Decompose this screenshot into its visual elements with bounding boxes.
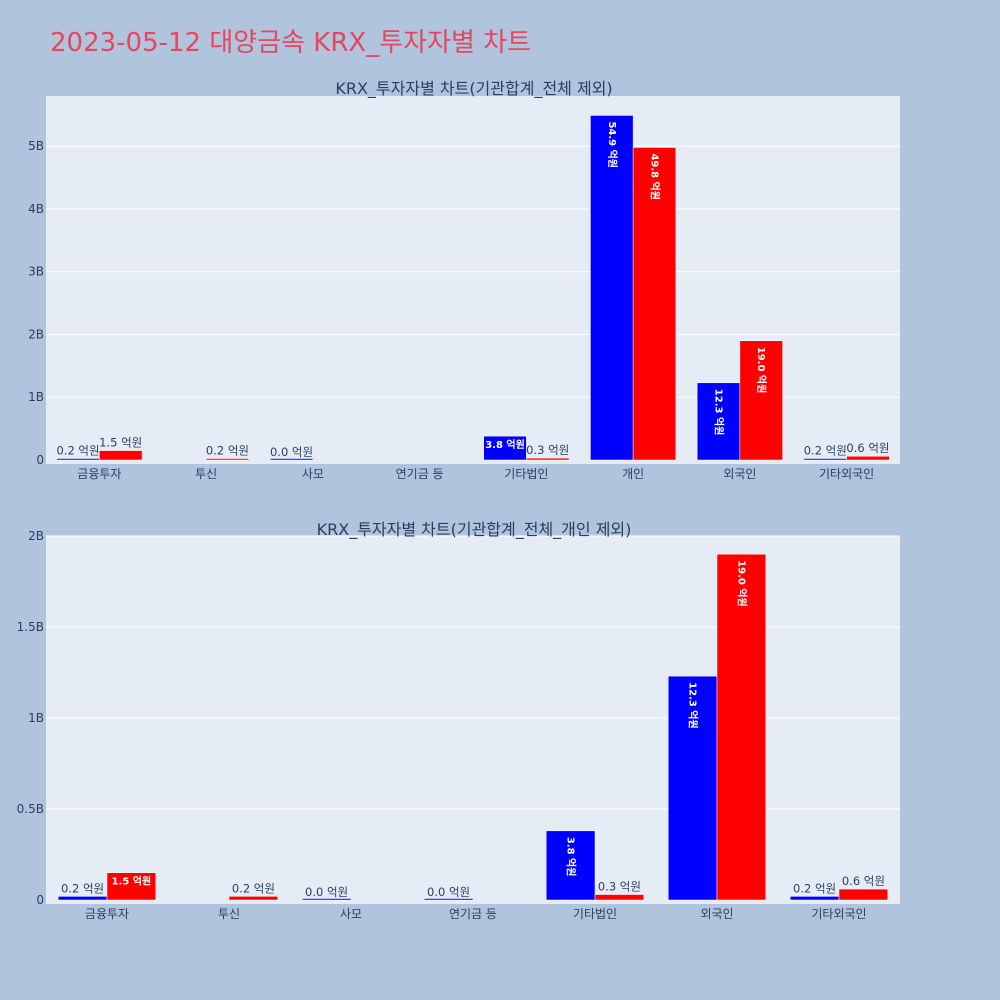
x-tick-label: 금융투자 — [77, 467, 121, 481]
bar — [99, 450, 143, 461]
y-tick-label: 3B — [28, 265, 44, 279]
bar — [545, 830, 596, 901]
data-label: 3.8 억원 — [565, 837, 578, 877]
data-label: 0.2 억원 — [793, 881, 836, 895]
bar — [739, 340, 783, 461]
bar — [716, 553, 767, 901]
bar — [838, 888, 889, 901]
data-label: 0.2 억원 — [61, 881, 104, 895]
data-label: 49.8 억원 — [648, 153, 661, 200]
data-label: 0.3 억원 — [598, 880, 641, 894]
page-title: 2023-05-12 대양금속 KRX_투자자별 차트 — [50, 28, 532, 58]
x-tick-label: 개인 — [622, 467, 644, 481]
data-label: 0.0 억원 — [427, 885, 470, 899]
data-label: 0.2 억원 — [56, 444, 99, 458]
data-label: 19.0 억원 — [735, 560, 748, 607]
x-tick-label: 금융투자 — [85, 907, 129, 921]
bar — [301, 898, 352, 901]
data-label: 0.0 억원 — [270, 445, 313, 459]
bar — [423, 898, 474, 901]
bar — [803, 458, 847, 461]
data-label: 0.2 억원 — [804, 444, 847, 458]
data-label: 0.2 억원 — [206, 444, 249, 458]
chart-title: KRX_투자자별 차트(기관합계_전체 제외) — [335, 79, 612, 99]
x-tick-label: 기타외국인 — [819, 467, 874, 481]
y-tick-label: 2B — [28, 529, 44, 543]
y-tick-label: 1.5B — [17, 620, 44, 634]
bar — [846, 455, 890, 461]
data-label: 0.6 억원 — [842, 874, 885, 888]
x-tick-label: 투신 — [195, 467, 217, 481]
plot-area — [46, 536, 900, 904]
y-tick-label: 0 — [36, 453, 44, 467]
x-tick-label: 기타법인 — [573, 907, 617, 921]
data-label: 3.8 억원 — [485, 438, 525, 451]
y-tick-label: 2B — [28, 327, 44, 341]
data-label: 19.0 억원 — [755, 347, 768, 394]
x-tick-label: 외국인 — [723, 467, 756, 481]
y-tick-label: 4B — [28, 202, 44, 216]
bar — [789, 896, 840, 901]
y-tick-label: 5B — [28, 139, 44, 153]
x-tick-label: 기타법인 — [504, 467, 548, 481]
x-tick-label: 사모 — [340, 907, 362, 921]
y-tick-label: 0 — [36, 893, 44, 907]
data-label: 0.0 억원 — [305, 885, 348, 899]
chart-2: 0 0.5B 1B 1.5B 2B KRX_투자자별 차트(기관합계_전체_개인 제외) 0… — [17, 520, 900, 921]
data-label: 0.3 억원 — [526, 443, 569, 457]
bar — [56, 458, 100, 461]
y-tick-label: 1B — [28, 711, 44, 725]
bar — [106, 872, 157, 901]
x-tick-label: 사모 — [302, 467, 324, 481]
y-tick-label: 0.5B — [17, 802, 44, 816]
bar — [526, 457, 570, 461]
y-tick-label: 1B — [28, 390, 44, 404]
x-tick-label: 투신 — [218, 907, 240, 921]
bar — [205, 458, 250, 461]
data-label: 1.5 억원 — [112, 875, 152, 888]
bar — [590, 115, 634, 461]
bar — [483, 435, 527, 461]
chart-title: KRX_투자자별 차트(기관합계_전체_개인 제외) — [317, 520, 632, 540]
x-tick-label: 연기금 등 — [396, 467, 444, 481]
bar — [667, 675, 718, 901]
bar — [228, 896, 279, 901]
bar — [696, 382, 741, 461]
x-tick-label: 외국인 — [700, 907, 733, 921]
data-label: 54.9 억원 — [606, 121, 619, 168]
bar — [57, 896, 108, 901]
data-label: 1.5 억원 — [99, 436, 142, 450]
x-tick-label: 연기금 등 — [449, 907, 497, 921]
data-label: 12.3 억원 — [687, 682, 700, 729]
bar — [632, 147, 677, 461]
data-label: 12.3 억원 — [713, 389, 726, 436]
x-tick-label: 기타외국인 — [811, 907, 866, 921]
data-label: 0.6 억원 — [846, 441, 889, 455]
bar — [269, 458, 314, 461]
data-label: 0.2 억원 — [232, 881, 275, 895]
bar — [594, 894, 645, 901]
chart-1: 0 1B 2B 3B 4B 5B KRX_투자자별 차트(기관합계_전체 제외) 0.2 억원… — [28, 79, 900, 481]
